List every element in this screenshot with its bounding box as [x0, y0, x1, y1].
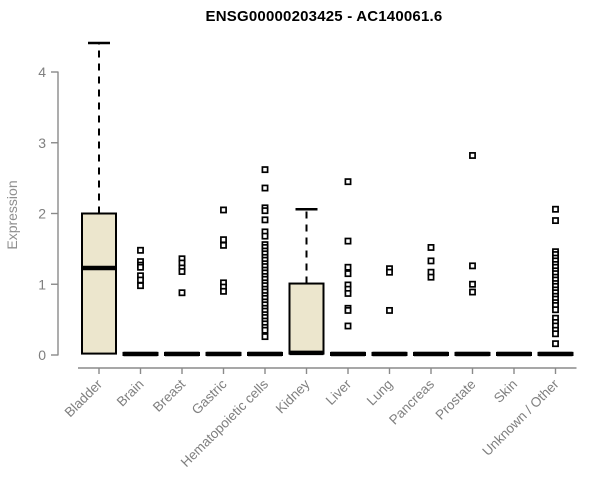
outlier-point: [178, 268, 186, 275]
outlier-point: [552, 340, 559, 348]
box: [288, 282, 325, 355]
outlier-point: [344, 237, 352, 245]
outlier-point: [137, 263, 144, 271]
outlier-point: [261, 207, 269, 215]
x-category-label: Gastric: [189, 376, 230, 417]
outlier-point: [427, 257, 435, 265]
outlier-point: [552, 205, 559, 213]
x-category-label: Pancreas: [386, 376, 437, 427]
outlier-point: [552, 306, 559, 314]
outlier-point: [261, 326, 269, 334]
outlier-point: [469, 262, 476, 270]
outlier-point: [137, 282, 144, 290]
x-category-label: Prostate: [432, 377, 478, 423]
outlier-point: [220, 287, 227, 295]
outlier-point: [427, 273, 435, 281]
outlier-point: [344, 178, 352, 186]
outlier-point: [261, 216, 269, 224]
y-tick-label: 2: [38, 206, 46, 222]
outlier-point: [220, 236, 227, 244]
box: [81, 212, 117, 355]
outlier-point: [469, 280, 476, 288]
outlier-point: [427, 244, 435, 251]
outlier-point: [386, 306, 393, 314]
y-tick-label: 0: [38, 347, 46, 363]
outlier-point: [261, 184, 269, 192]
outlier-point: [344, 322, 352, 330]
outlier-point: [261, 166, 269, 174]
x-category-label: Lung: [364, 377, 396, 409]
outlier-point: [220, 241, 227, 249]
x-category-label: Unknown / Other: [479, 376, 562, 459]
outlier-point: [137, 246, 144, 254]
outlier-point: [261, 232, 269, 240]
outlier-point: [344, 306, 352, 314]
outlier-point: [137, 276, 144, 284]
outlier-point: [178, 289, 186, 297]
outlier-point: [469, 152, 476, 159]
chart-title: ENSG00000203425 - AC140061.6: [205, 8, 443, 25]
outlier-point: [469, 288, 476, 296]
x-category-label: Breast: [150, 376, 188, 414]
outlier-point: [386, 268, 393, 276]
outlier-point: [344, 270, 352, 278]
x-category-label: Kidney: [273, 376, 313, 416]
y-tick-label: 1: [38, 276, 46, 292]
outlier-point: [344, 289, 352, 297]
x-category-label: Skin: [491, 377, 520, 406]
x-category-label: Brain: [114, 377, 147, 410]
y-tick-label: 4: [38, 64, 46, 80]
y-tick-label: 3: [38, 135, 46, 151]
outlier-point: [261, 333, 269, 341]
x-category-label: Liver: [323, 376, 355, 408]
outlier-point: [220, 206, 227, 214]
outlier-point: [344, 263, 352, 271]
outlier-point: [552, 217, 559, 225]
outlier-point: [552, 330, 559, 338]
x-category-label: Bladder: [62, 376, 106, 420]
